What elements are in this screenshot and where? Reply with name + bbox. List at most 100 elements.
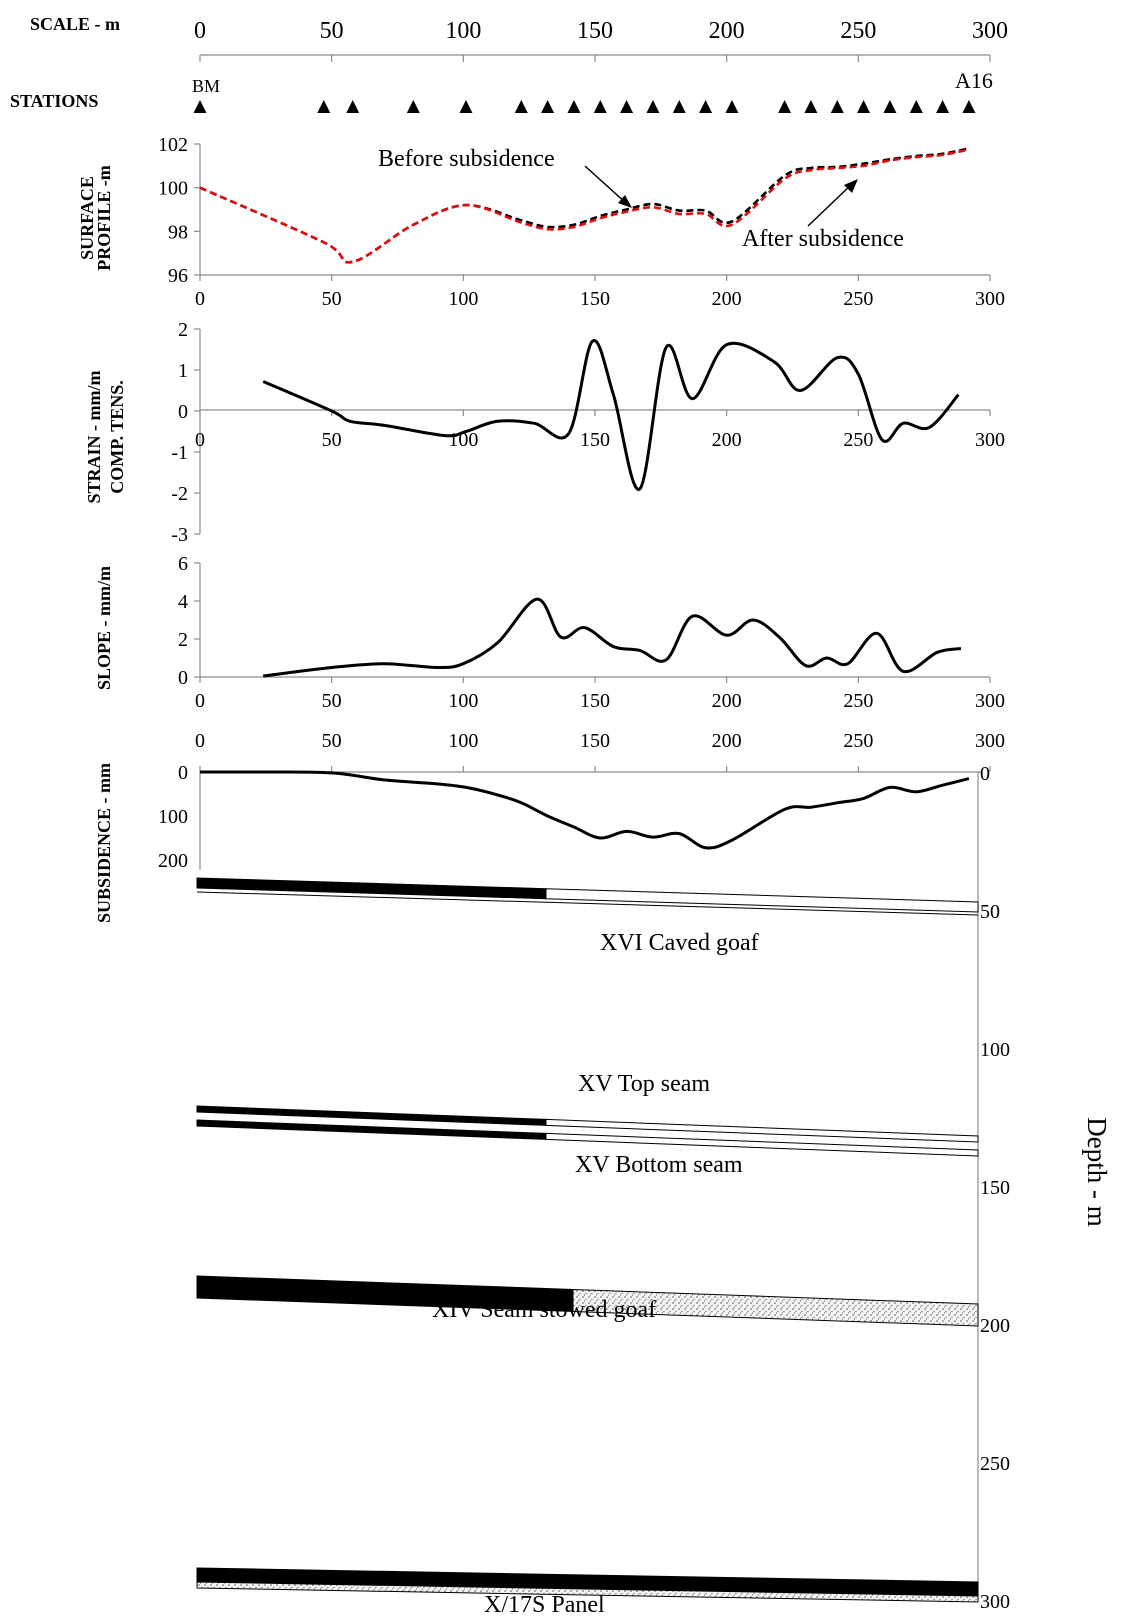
subsidence-ylabel: SUBSIDENCE - mm (94, 763, 114, 923)
after-subsidence-arrowhead (844, 179, 858, 193)
x-tick-label: 100 (448, 730, 478, 752)
x-tick-label: 50 (322, 288, 342, 310)
x-tick-label: 100 (448, 690, 478, 712)
station-marker (193, 100, 207, 113)
before-subsidence-arrow (584, 165, 628, 205)
station-marker (857, 100, 871, 113)
depth-tick-label: 100 (980, 1039, 1010, 1061)
depth-ylabel: Depth - m (1082, 1117, 1112, 1226)
station-marker (699, 100, 713, 113)
x-tick-label: 0 (195, 690, 205, 712)
y-tick-label: -1 (171, 442, 188, 464)
y-tick-label: 1 (178, 360, 188, 382)
scale-tick-label: 150 (577, 18, 613, 44)
x-tick-label: 200 (712, 429, 742, 451)
seam-xvi-floor-line (196, 891, 979, 916)
seam-label-xv-bottom: XV Bottom seam (575, 1152, 743, 1178)
surface-profile-ylabel-1: SURFACE (77, 176, 97, 260)
scale-label: SCALE - m (30, 14, 120, 34)
strain-ylabel-2: COMP. TENS. (107, 380, 127, 494)
scale-tick-label: 250 (840, 18, 876, 44)
scale-tick-label: 300 (972, 18, 1008, 44)
station-marker (830, 100, 844, 113)
station-marker (459, 100, 473, 113)
y-tick-label: 0 (178, 401, 188, 423)
x-tick-label: 300 (975, 690, 1005, 712)
after-subsidence-annotation: After subsidence (742, 226, 904, 252)
y-tick-label: -2 (171, 483, 188, 505)
station-marker (541, 100, 555, 113)
slope-chart: 0 2 4 6 0 50 100 150 200 250 300 (178, 553, 1005, 712)
y-tick-label: 102 (158, 134, 188, 156)
series-line-1 (199, 770, 970, 850)
before-subsidence-annotation: Before subsidence (378, 146, 555, 172)
y-tick-label: 4 (178, 591, 188, 613)
x-tick-label: 250 (843, 730, 873, 752)
x-tick-label: 200 (712, 730, 742, 752)
station-marker (936, 100, 950, 113)
depth-tick-label: 150 (980, 1177, 1010, 1199)
y-tick-label: 200 (158, 850, 188, 872)
series-line-1 (263, 597, 962, 678)
x-tick-label: 50 (322, 429, 342, 451)
station-marker (346, 100, 360, 113)
station-marker (962, 100, 976, 113)
station-markers (193, 100, 976, 113)
scale-tick-label: 0 (194, 18, 206, 44)
y-tick-label: -3 (171, 524, 188, 546)
panel-x17s-stowing (196, 1581, 979, 1603)
station-marker (725, 100, 739, 113)
scale-tick-label: 50 (320, 18, 344, 44)
seam-xv-bottom-extent (545, 1132, 979, 1157)
series-line-2 (199, 148, 970, 264)
x-tick-label: 300 (975, 288, 1005, 310)
depth-tick-label: 250 (980, 1453, 1010, 1475)
seam-xiv-extent (572, 1288, 979, 1327)
before-subsidence-arrowhead (618, 195, 632, 208)
x-tick-label: 200 (712, 690, 742, 712)
x-tick-label: 250 (843, 429, 873, 451)
x-tick-label: 100 (448, 288, 478, 310)
depth-tick-label: 200 (980, 1315, 1010, 1337)
x-tick-label: 50 (322, 730, 342, 752)
station-marker (567, 100, 581, 113)
x-tick-label: 0 (195, 730, 205, 752)
seam-label-xv-top: XV Top seam (578, 1071, 710, 1097)
y-tick-label: 0 (178, 667, 188, 689)
x-tick-label: 0 (195, 288, 205, 310)
station-marker (778, 100, 792, 113)
stations-label: STATIONS (10, 91, 98, 111)
y-tick-label: 98 (168, 221, 188, 243)
y-tick-label: 100 (158, 178, 188, 200)
subsidence-chart: 0 100 200 0 50 100 150 200 250 300 (158, 730, 1005, 872)
slope-ylabel: SLOPE - mm/m (94, 566, 114, 690)
seam-label-xvi: XVI Caved goaf (600, 930, 759, 956)
station-marker (909, 100, 923, 113)
x-tick-label: 250 (843, 690, 873, 712)
y-tick-label: 2 (178, 629, 188, 651)
station-end-label: A16 (955, 68, 993, 93)
seam-xvi-worked (196, 877, 547, 900)
station-marker (593, 100, 607, 113)
depth-tick-label: 50 (980, 901, 1000, 923)
strain-ylabel-1: STRAIN - mm/m (84, 370, 104, 503)
y-tick-label: 100 (158, 806, 188, 828)
x-tick-label: 0 (195, 429, 205, 451)
geological-section: 0 50 100 150 200 250 300 (196, 763, 1010, 1613)
depth-tick-label: 0 (980, 763, 990, 785)
y-tick-label: 2 (178, 319, 188, 341)
x-tick-label: 50 (322, 690, 342, 712)
station-marker (514, 100, 528, 113)
x-tick-label: 300 (975, 429, 1005, 451)
x-tick-label: 250 (843, 288, 873, 310)
x-tick-label: 200 (712, 288, 742, 310)
x-tick-label: 150 (580, 288, 610, 310)
scale-tick-label: 100 (445, 18, 481, 44)
scale-ticks: 0 50 100 150 200 250 300 (194, 18, 1008, 62)
station-marker (804, 100, 818, 113)
station-marker (406, 100, 420, 113)
x-tick-label: 150 (580, 429, 610, 451)
seam-label-x17s: X/17S Panel (484, 1592, 605, 1618)
